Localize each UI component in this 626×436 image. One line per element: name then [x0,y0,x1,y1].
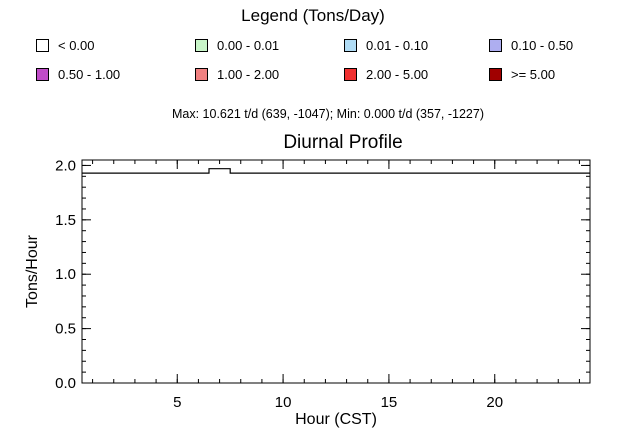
series-line [82,168,590,174]
y-tick-label: 2.0 [55,157,76,174]
x-tick-label: 20 [486,394,503,411]
legend-label: < 0.00 [58,38,95,53]
y-axis-label: Tons/Hour [24,234,41,308]
legend-swatch [195,39,208,52]
legend-swatch [36,39,49,52]
y-tick-label: 0.0 [55,375,76,392]
y-tick-label: 1.5 [55,212,76,229]
max-min-stats: Max: 10.621 t/d (639, -1047); Min: 0.000… [172,107,484,121]
legend-swatch [489,39,502,52]
legend-swatch [344,68,357,81]
legend-label: 0.10 - 0.50 [511,38,574,53]
x-axis-label: Hour (CST) [295,411,377,428]
plot-frame [81,159,591,384]
legend-label: 0.01 - 0.10 [366,38,429,53]
legend-label: >= 5.00 [511,67,556,82]
legend-label: 0.00 - 0.01 [217,38,280,53]
x-tick-label: 10 [275,394,292,411]
chart-title: Diurnal Profile [283,132,403,153]
y-tick-label: 1.0 [55,266,76,283]
legend-swatch [36,68,49,81]
x-tick-label: 15 [381,394,398,411]
legend-label: 2.00 - 5.00 [366,67,429,82]
legend-title: Legend (Tons/Day) [241,6,385,25]
legend-swatch [344,39,357,52]
legend-swatch [489,68,502,81]
legend-label: 1.00 - 2.00 [217,67,280,82]
x-tick-label: 5 [173,394,181,411]
legend-label: 0.50 - 1.00 [58,67,121,82]
y-tick-label: 0.5 [55,321,76,338]
legend-swatch [195,68,208,81]
